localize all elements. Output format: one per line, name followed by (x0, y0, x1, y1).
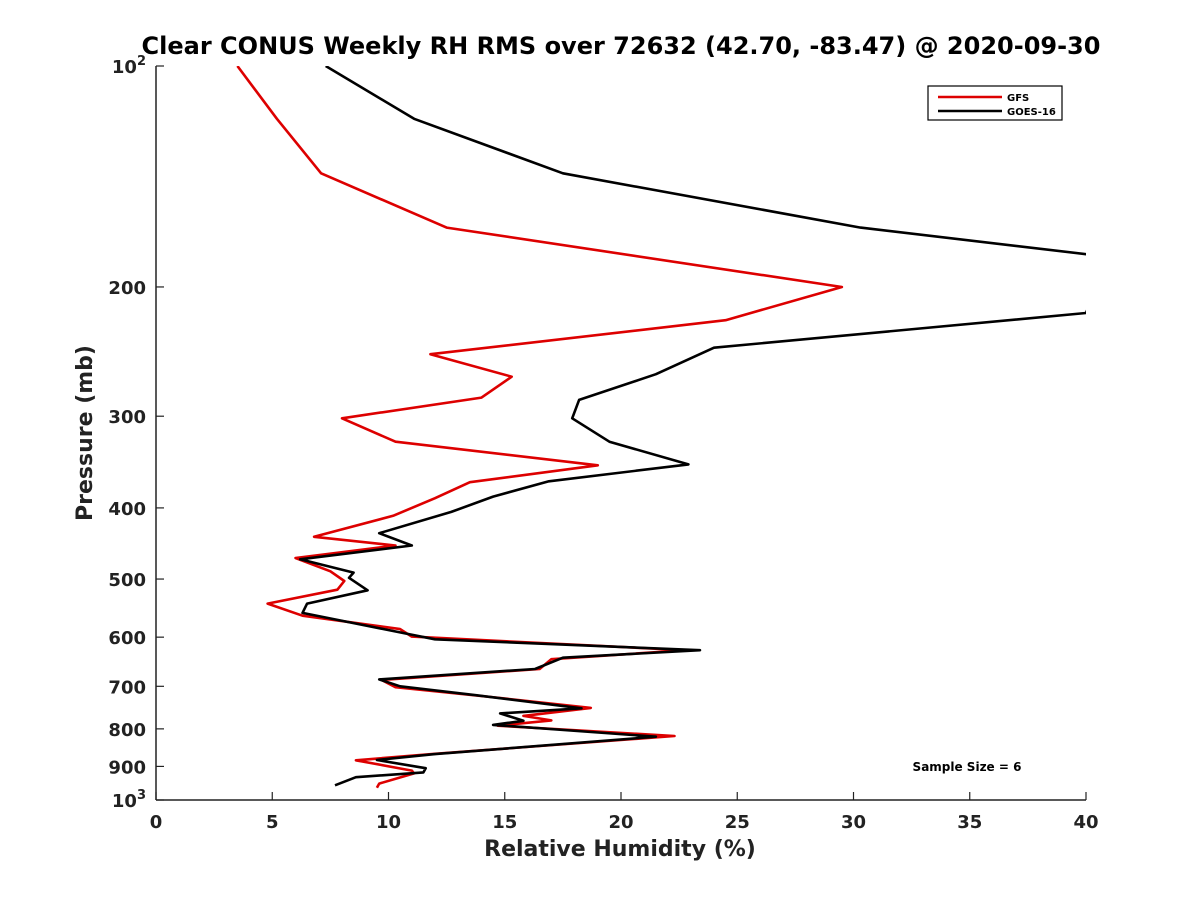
y-tick-label: 200 (108, 278, 146, 299)
x-tick-label: 10 (376, 812, 401, 833)
y-tick-label: 300 (108, 407, 146, 428)
y-tick-label: 600 (108, 628, 146, 649)
series-line-goes16 (298, 66, 1086, 787)
x-tick-label: 40 (1073, 812, 1098, 833)
y-tick-label: 900 (108, 757, 146, 778)
y-tick-label: 500 (108, 570, 146, 591)
x-tick-label: 5 (266, 812, 279, 833)
legend-label-gfs: GFS (1007, 93, 1029, 104)
y-tick-label: 103 (112, 788, 146, 812)
x-tick-label: 35 (957, 812, 982, 833)
y-axis-label: Pressure (mb) (73, 345, 98, 521)
x-tick-label: 15 (492, 812, 517, 833)
x-tick-label: 25 (725, 812, 750, 833)
x-tick-label: 20 (608, 812, 633, 833)
legend-box (927, 85, 1063, 121)
ticks-layer: 0 5 10 15 20 25 30 35 40 102 200 300 400 500 600 700 800… (108, 54, 1098, 833)
y-tick-label: 102 (112, 54, 146, 78)
legend: GFS GOES-16 (927, 85, 1063, 121)
y-tick-label: 800 (108, 720, 146, 741)
x-tick-label: 30 (841, 812, 866, 833)
x-axis-label: Relative Humidity (%) (484, 837, 756, 862)
y-tick-label: 700 (108, 677, 146, 698)
legend-label-goes16: GOES-16 (1007, 107, 1056, 118)
series-layer (236, 66, 1086, 789)
y-tick-label: 400 (108, 499, 146, 520)
chart-title: Clear CONUS Weekly RH RMS over 72632 (42… (142, 32, 1101, 60)
sample-size-annotation: Sample Size = 6 (913, 760, 1022, 774)
x-tick-label: 0 (150, 812, 163, 833)
